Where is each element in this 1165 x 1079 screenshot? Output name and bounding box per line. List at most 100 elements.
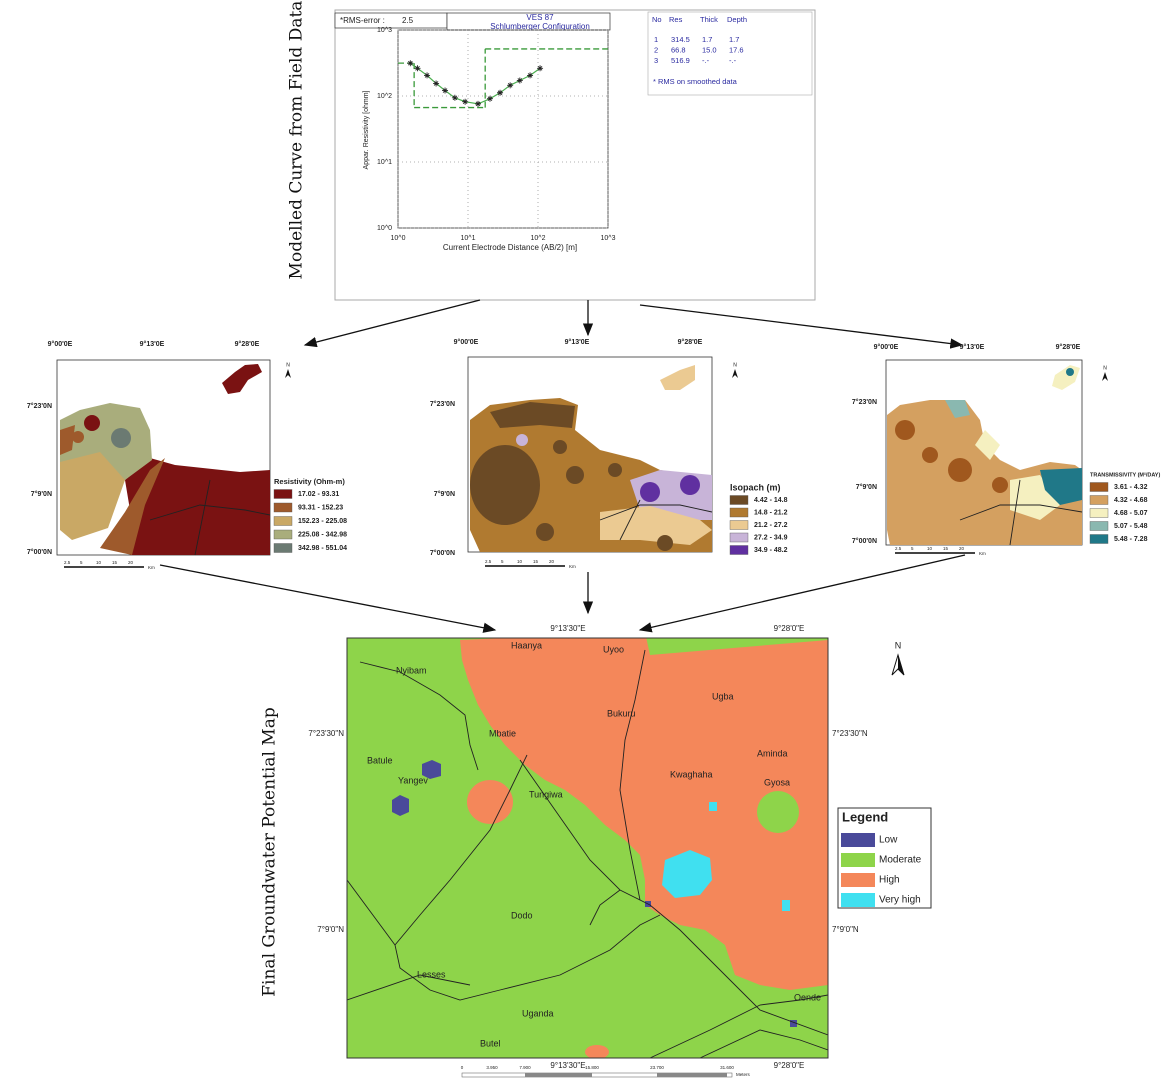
x-coord-label: 9°00'0E	[874, 343, 899, 351]
legend-swatch	[730, 521, 748, 530]
legend-title: Resistivity (Ohm-m)	[274, 477, 345, 486]
scale-label: 5	[80, 560, 83, 565]
side-title: Final Groundwater Potential Map	[260, 707, 280, 997]
legend-label: Low	[879, 835, 898, 846]
table-cell: 1.7	[729, 35, 739, 44]
legend-swatch	[274, 517, 292, 526]
scale-label: 10	[927, 546, 933, 551]
map-zone	[566, 466, 584, 484]
y-coord-label: 7°23'30"N	[308, 729, 344, 738]
table-cell: -.-	[702, 56, 710, 65]
y-coord-label: 7°23'0N	[430, 400, 455, 408]
map-zone	[72, 431, 84, 443]
north-arrow	[1102, 372, 1108, 381]
y-coord-label: 7°23'0N	[27, 402, 52, 410]
chart-title: VES 87	[526, 13, 554, 22]
legend-label: Very high	[879, 895, 921, 906]
map-zone	[467, 780, 513, 824]
scale-label: 3.950	[486, 1065, 498, 1070]
scale-unit: Km	[148, 565, 155, 570]
legend-swatch	[274, 503, 292, 512]
legend-swatch	[1090, 535, 1108, 544]
y-tick-label: 10^0	[377, 225, 392, 232]
place-name: Butel	[480, 1038, 501, 1048]
table-header: Thick	[700, 15, 718, 24]
table-cell: 15.0	[702, 45, 717, 54]
scale-unit: Km	[979, 551, 986, 556]
isopach-map	[468, 357, 712, 552]
scale-label: 23.700	[650, 1065, 664, 1070]
legend-swatch	[730, 496, 748, 505]
x-axis-label: Current Electrode Distance (AB/2) [m]	[443, 243, 577, 252]
x-coord-label: 9°28'0"E	[774, 1061, 805, 1070]
map-zone	[948, 458, 972, 482]
place-name: Ugba	[712, 691, 734, 701]
legend-title: Isopach (m)	[730, 482, 781, 492]
legend-swatch	[841, 893, 875, 907]
x-coord-label: 9°00'0E	[48, 340, 73, 348]
scale-bar	[525, 1073, 592, 1077]
place-name: Haanya	[511, 640, 542, 650]
transmissivity-map	[886, 360, 1082, 545]
table-cell: 1	[654, 35, 658, 44]
map-zone	[516, 434, 528, 446]
legend-label: 4.42 - 14.8	[754, 497, 788, 504]
scale-bar	[895, 552, 975, 554]
place-name: Kwaghaha	[670, 769, 713, 779]
legend-label: 5.07 - 5.48	[1114, 523, 1148, 530]
y-tick-label: 10^3	[377, 27, 392, 34]
map-zone	[470, 445, 540, 525]
scale-label: 5	[911, 546, 914, 551]
legend-label: 21.2 - 27.2	[754, 522, 788, 529]
table-cell: 66.8	[671, 45, 686, 54]
x-coord-label: 9°13'0E	[565, 338, 590, 346]
table-header: Depth	[727, 15, 747, 24]
scale-label: 10	[96, 560, 102, 565]
scale-label: 2.5	[64, 560, 71, 565]
place-name: Tungiwa	[529, 789, 563, 799]
north-label: N	[733, 362, 737, 368]
legend-label: Moderate	[879, 855, 922, 866]
map-zone	[608, 463, 622, 477]
table-cell: -.-	[729, 56, 737, 65]
x-coord-label: 9°00'0E	[454, 338, 479, 346]
scale-bar	[485, 565, 565, 567]
legend-title: TRANSMISSIVITY (M²/DAY)	[1090, 471, 1160, 478]
place-name: Uganda	[522, 1008, 554, 1018]
legend-label: 5.48 - 7.28	[1114, 536, 1148, 543]
page: Modelled Curve from Field Data *RMS-erro…	[0, 0, 1165, 1079]
resistivity-map	[57, 360, 270, 555]
place-name: Uyoo	[603, 644, 624, 654]
table-header: No	[652, 15, 662, 24]
map-zone	[922, 447, 938, 463]
scale-label: 15	[533, 559, 539, 564]
x-coord-label: 9°13'0E	[140, 340, 165, 348]
scale-label: 2.5	[485, 559, 492, 564]
map-zone	[757, 791, 799, 833]
legend-label: 342.98 - 551.04	[298, 545, 347, 552]
y-coord-label: 7°23'0N	[852, 398, 877, 406]
final-map	[347, 632, 828, 1059]
legend-label: 225.08 - 342.98	[298, 531, 347, 538]
legend-label: 3.61 - 4.32	[1114, 484, 1148, 491]
legend-swatch	[274, 544, 292, 553]
north-arrow	[732, 369, 738, 378]
scale-label: 10	[517, 559, 523, 564]
table-cell: 3	[654, 56, 658, 65]
place-name: Mbatie	[489, 728, 516, 738]
north-label: N	[286, 362, 290, 368]
side-title: Modelled Curve from Field Data	[287, 1, 307, 280]
table-cell: 314.5	[671, 35, 690, 44]
x-tick-label: 10^1	[461, 235, 476, 242]
legend-title: Legend	[842, 809, 888, 824]
legend-swatch	[841, 833, 875, 847]
y-axis-label: Appar. Resistivity [ohmm]	[363, 90, 370, 169]
x-tick-label: 10^3	[601, 235, 616, 242]
legend-label: 4.68 - 5.07	[1114, 510, 1148, 517]
legend-label: 14.8 - 21.2	[754, 509, 788, 516]
legend-label: High	[879, 875, 900, 886]
y-coord-label: 7°9'0"N	[832, 925, 859, 934]
x-coord-label: 9°13'30"E	[550, 1061, 585, 1070]
place-name: Nyibam	[396, 665, 427, 675]
legend-swatch	[274, 490, 292, 499]
